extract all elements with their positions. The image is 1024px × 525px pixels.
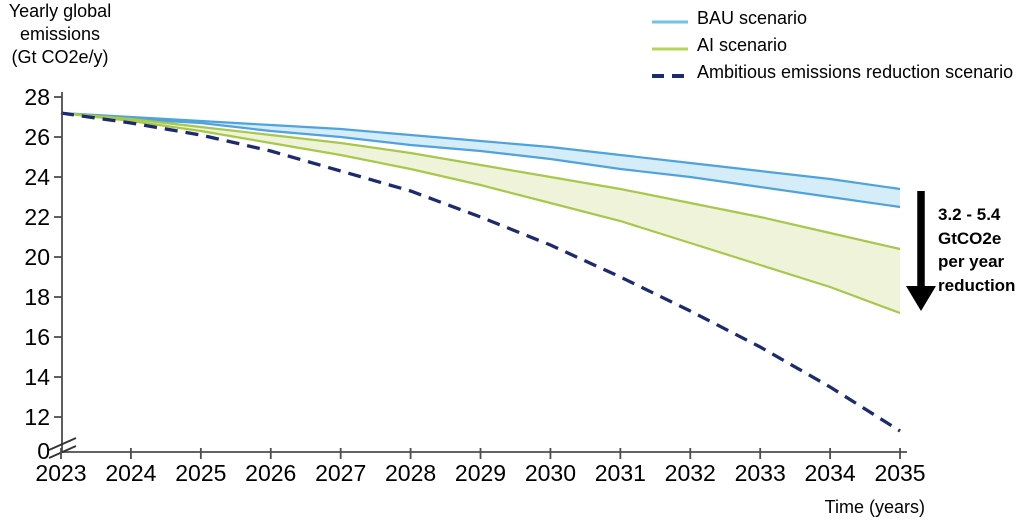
annotation-line: per year xyxy=(938,252,1005,271)
legend-item-ambitious: Ambitious emissions reduction scenario xyxy=(652,59,1013,86)
x-tick-label: 2034 xyxy=(804,460,856,486)
y-axis-title-line: (Gt CO2e/y) xyxy=(11,47,109,67)
y-axis-title: Yearly global emissions (Gt CO2e/y) xyxy=(0,0,120,69)
bau-band-upper-edge xyxy=(60,111,901,191)
ai-band-upper-edge xyxy=(60,111,901,251)
ai-band-lower-edge xyxy=(60,111,901,315)
legend-item-ai: AI scenario xyxy=(652,32,1013,59)
x-tick-label: 2031 xyxy=(594,460,646,486)
bau-line-swatch xyxy=(652,14,688,24)
annotation-line: 3.2 - 5.4 xyxy=(938,205,1001,224)
x-tick-label: 2032 xyxy=(664,460,716,486)
axis-break-mark xyxy=(48,445,77,459)
legend-label: AI scenario xyxy=(697,35,788,55)
y-tick-label: 20 xyxy=(24,244,50,270)
axis-break-mark xyxy=(48,437,77,451)
x-tick-label: 2026 xyxy=(245,460,297,486)
y-tick-label: 14 xyxy=(24,364,50,390)
legend: BAU scenario AI scenario Ambitious emiss… xyxy=(652,5,1013,86)
down-arrow-head xyxy=(906,286,936,311)
y-tick-label: 16 xyxy=(24,324,50,350)
y-zero-label: 0 xyxy=(37,438,50,464)
bau-band-lower-edge xyxy=(60,111,901,209)
legend-label: BAU scenario xyxy=(697,8,808,28)
y-tick-label: 12 xyxy=(24,404,50,430)
x-tick-label: 2033 xyxy=(734,460,786,486)
x-tick-label: 2030 xyxy=(524,460,577,486)
ambitious-dashed-swatch xyxy=(652,68,688,78)
y-axis-title-line: emissions xyxy=(19,24,101,44)
x-tick-label: 2035 xyxy=(874,460,926,486)
y-tick-label: 28 xyxy=(24,84,50,110)
x-tick-label: 2024 xyxy=(105,460,157,486)
annotation-line: GtCO2e xyxy=(938,228,1002,248)
y-tick-label: 24 xyxy=(24,164,50,190)
ai-band-fill xyxy=(61,113,901,313)
ai-line-swatch xyxy=(652,41,688,51)
x-tick-label: 2028 xyxy=(385,460,437,486)
x-tick-label: 2027 xyxy=(315,460,367,486)
y-axis-title-line: Yearly global xyxy=(8,1,112,21)
x-axis-title: Time (years) xyxy=(824,497,925,517)
annotation-line: reduction xyxy=(938,275,1016,295)
y-tick-label: 18 xyxy=(24,284,50,310)
legend-item-bau: BAU scenario xyxy=(652,5,1013,32)
legend-label: Ambitious emissions reduction scenario xyxy=(697,62,1014,82)
y-tick-label: 26 xyxy=(24,124,50,150)
reduction-annotation: 3.2 - 5.4 GtCO2e per year reduction xyxy=(938,203,1024,297)
x-tick-label: 2023 xyxy=(35,460,87,486)
ambitious-dashed-line xyxy=(60,111,901,433)
x-tick-label: 2025 xyxy=(175,460,227,486)
y-tick-label: 22 xyxy=(24,204,50,230)
x-tick-label: 2029 xyxy=(454,460,507,486)
